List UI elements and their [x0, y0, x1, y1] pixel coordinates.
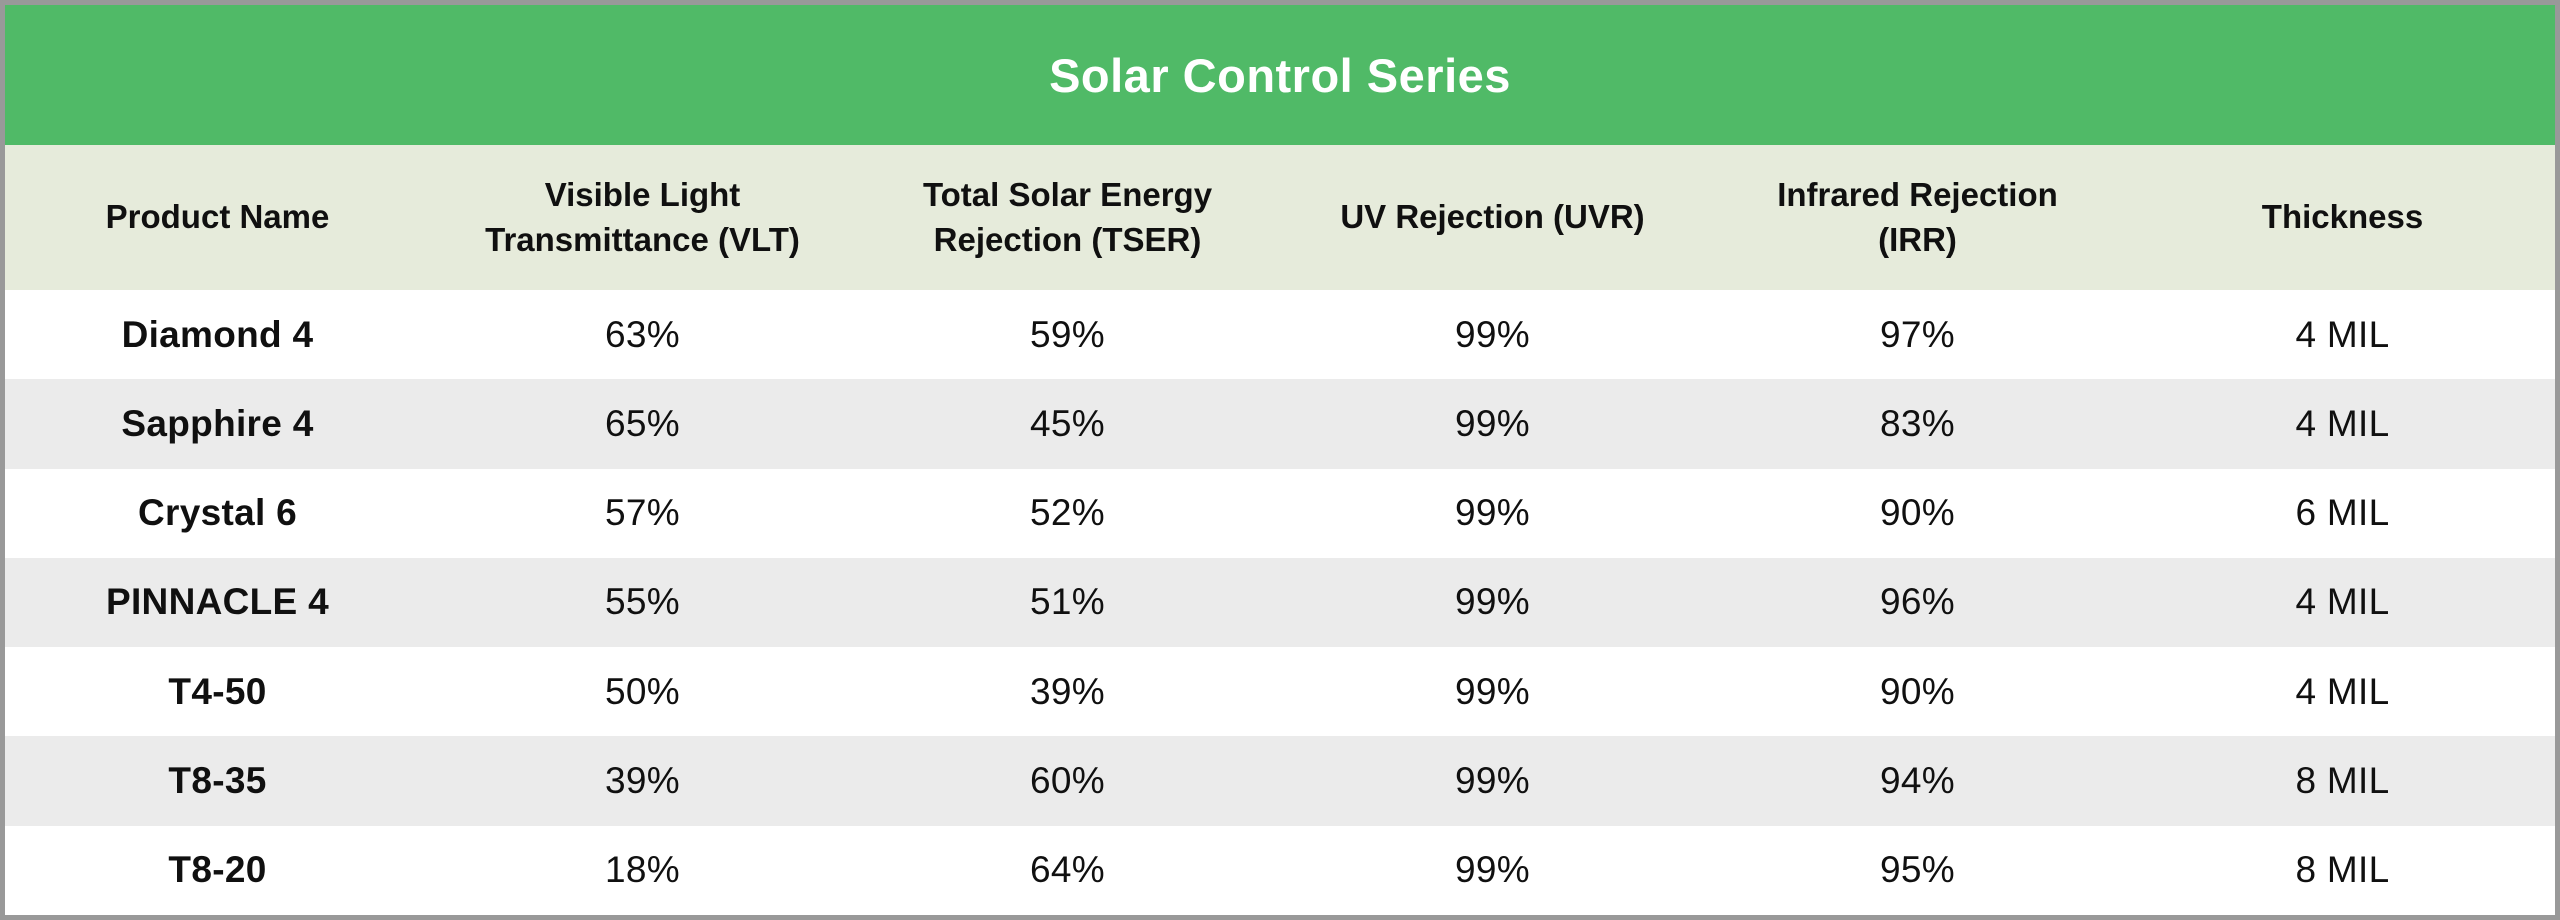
- column-header-tser: Total Solar Energy Rejection (TSER): [922, 175, 1213, 258]
- cell-uvr: 99%: [1455, 849, 1530, 891]
- cell-tser: 45%: [1030, 402, 1105, 444]
- cell-product: Sapphire 4: [121, 402, 314, 444]
- cell-tser: 60%: [1030, 760, 1105, 802]
- cell-vlt: 55%: [605, 581, 680, 623]
- cell-uvr: 99%: [1455, 760, 1530, 802]
- table-header: Product Name Visible Light Transmittance …: [5, 145, 2555, 290]
- column-header-thickness: Thickness: [2261, 198, 2424, 236]
- cell-irr: 97%: [1880, 313, 1955, 355]
- cell-thickness: 4 MIL: [2295, 581, 2390, 623]
- table-row: Crystal 6 57% 52% 99% 90% 6 MIL: [5, 468, 2555, 558]
- cell-thickness: 4 MIL: [2295, 402, 2390, 444]
- table-title: Solar Control Series: [1049, 48, 1511, 102]
- cell-thickness: 6 MIL: [2295, 492, 2390, 534]
- table-row: T8-20 18% 64% 99% 95% 8 MIL: [5, 825, 2555, 915]
- table-row: PINNACLE 4 55% 51% 99% 96% 4 MIL: [5, 557, 2555, 648]
- table-row: Sapphire 4 65% 45% 99% 83% 4 MIL: [5, 379, 2555, 469]
- cell-uvr: 99%: [1455, 581, 1530, 623]
- cell-uvr: 99%: [1455, 670, 1530, 712]
- cell-tser: 52%: [1030, 492, 1105, 534]
- cell-thickness: 4 MIL: [2295, 313, 2390, 355]
- cell-irr: 90%: [1880, 492, 1955, 534]
- cell-thickness: 4 MIL: [2295, 670, 2390, 712]
- cell-irr: 94%: [1880, 760, 1955, 802]
- cell-product: T8-35: [168, 760, 267, 802]
- cell-product: T8-20: [168, 849, 267, 891]
- table-body: Diamond 4 63% 59% 99% 97% 4 MIL Sapphire 4 65% 4…: [5, 290, 2555, 915]
- column-header-irr: Infrared Rejection (IRR): [1777, 175, 2058, 258]
- cell-product: PINNACLE 4: [106, 581, 329, 623]
- cell-irr: 96%: [1880, 581, 1955, 623]
- table-row: T8-35 39% 60% 99% 94% 8 MIL: [5, 736, 2555, 826]
- cell-irr: 95%: [1880, 849, 1955, 891]
- cell-thickness: 8 MIL: [2295, 760, 2390, 802]
- table-row: T4-50 50% 39% 99% 90% 4 MIL: [5, 647, 2555, 737]
- cell-tser: 39%: [1030, 670, 1105, 712]
- cell-vlt: 57%: [605, 492, 680, 534]
- cell-tser: 59%: [1030, 313, 1105, 355]
- cell-vlt: 39%: [605, 760, 680, 802]
- cell-irr: 90%: [1880, 670, 1955, 712]
- cell-product: Diamond 4: [121, 313, 314, 355]
- cell-uvr: 99%: [1455, 313, 1530, 355]
- cell-irr: 83%: [1880, 402, 1955, 444]
- cell-vlt: 50%: [605, 670, 680, 712]
- column-header-uvr: UV Rejection (UVR): [1340, 198, 1645, 236]
- cell-product: T4-50: [168, 670, 267, 712]
- cell-product: Crystal 6: [137, 492, 297, 534]
- cell-vlt: 63%: [605, 313, 680, 355]
- cell-tser: 51%: [1030, 581, 1105, 623]
- table-row: Diamond 4 63% 59% 99% 97% 4 MIL: [5, 290, 2555, 380]
- column-header-product: Product Name: [105, 198, 330, 236]
- cell-tser: 64%: [1030, 849, 1105, 891]
- cell-uvr: 99%: [1455, 402, 1530, 444]
- table-title-bar: Solar Control Series: [5, 5, 2555, 145]
- column-header-vlt: Visible Light Transmittance (VLT): [485, 175, 800, 258]
- cell-uvr: 99%: [1455, 492, 1530, 534]
- cell-vlt: 65%: [605, 402, 680, 444]
- cell-thickness: 8 MIL: [2295, 849, 2390, 891]
- cell-vlt: 18%: [605, 849, 680, 891]
